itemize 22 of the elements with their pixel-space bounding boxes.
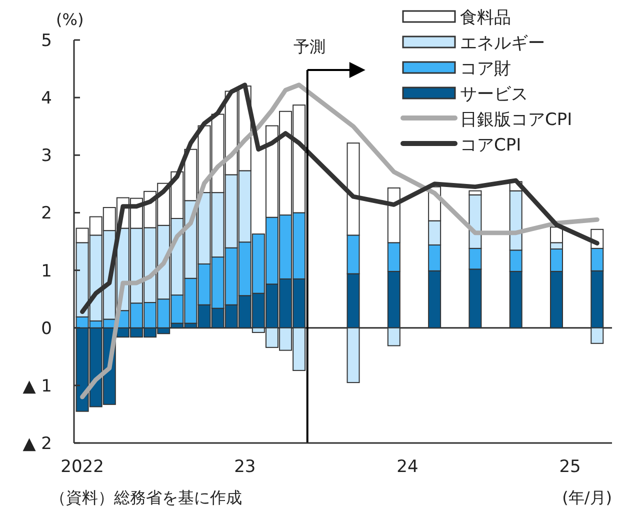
- x-tick-label: 23: [234, 457, 256, 477]
- y-tick-label: 5: [41, 31, 52, 51]
- legend-label: コア財: [460, 59, 511, 79]
- legend-label: 食料品: [460, 8, 511, 28]
- y-tick-label: 0: [41, 318, 52, 339]
- x-tick-label: 2022: [60, 457, 104, 477]
- legend-label: サービス: [460, 84, 528, 104]
- x-axis-title: (年/月): [562, 488, 612, 507]
- x-tick-label: 25: [559, 457, 581, 477]
- y-tick-label: 1: [41, 261, 52, 282]
- y-tick-label: ▲ 2: [22, 434, 52, 454]
- text: （資料）総務省を基に作成: [50, 488, 242, 507]
- y-tick-label: ▲ 1: [22, 376, 52, 396]
- y-axis-title: (%): [56, 10, 84, 29]
- y-tick-label: 2: [41, 204, 52, 224]
- x-tick-label: 24: [396, 457, 418, 477]
- legend-label: 日銀版コアCPI: [460, 110, 572, 130]
- ref-line-label: 予測: [293, 37, 326, 56]
- y-tick-label: 3: [41, 146, 52, 166]
- y-tick-label: 4: [41, 88, 52, 109]
- legend-label: コアCPI: [460, 136, 522, 156]
- legend-label: エネルギー: [460, 34, 545, 54]
